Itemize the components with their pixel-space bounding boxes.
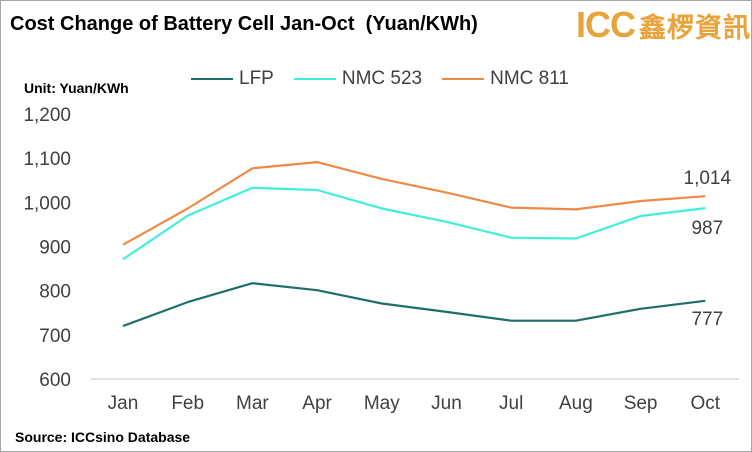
data-label: 987 [691, 218, 723, 239]
legend-label: NMC 811 [490, 68, 569, 89]
x-tick-label: Sep [624, 393, 658, 414]
x-tick-label: Jul [499, 393, 523, 414]
chart-title: Cost Change of Battery Cell Jan-Oct (Yua… [10, 13, 478, 35]
x-tick-label: May [364, 393, 400, 414]
legend-item: NMC 523 [293, 68, 423, 90]
x-tick-label: Jun [431, 393, 462, 414]
legend-swatch [191, 78, 233, 80]
y-tick-label: 1,100 [23, 149, 71, 170]
series-line-nmc-811 [122, 161, 706, 246]
x-tick-label: Feb [171, 393, 204, 414]
x-tick-label: Apr [302, 393, 332, 414]
y-tick-label: 800 [39, 282, 71, 303]
legend-label: NMC 523 [341, 68, 423, 89]
legend-swatch [293, 78, 336, 80]
x-tick-label: Aug [559, 393, 593, 414]
legend-swatch [442, 78, 485, 80]
series-line-lfp [122, 282, 706, 328]
data-label: 1,014 [684, 168, 732, 189]
icc-logo: ICC 鑫椤資訊 [576, 4, 751, 45]
logo-latin-text: ICC [576, 4, 636, 45]
legend-item: LFP [191, 68, 274, 90]
x-tick-label: Oct [691, 393, 721, 414]
y-tick-label: 900 [39, 238, 71, 259]
data-label: 777 [691, 309, 723, 330]
logo-cjk-text: 鑫椤資訊 [639, 12, 751, 44]
series-line-nmc-523 [122, 186, 706, 261]
unit-label: Unit: Yuan/KWh [24, 80, 129, 96]
series-lines [122, 161, 706, 328]
source-note: Source: ICCsino Database [15, 429, 191, 445]
legend-item: NMC 811 [442, 68, 569, 90]
chart-legend: LFP NMC 523 NMC 811 [191, 67, 589, 91]
data-labels: 1,014 987 777 [684, 168, 732, 330]
y-axis-ticks: 600 700 800 900 1,000 1,100 1,200 [23, 105, 71, 391]
y-tick-label: 1,200 [23, 105, 71, 126]
x-tick-label: Jan [108, 393, 139, 414]
y-tick-label: 1,000 [23, 193, 71, 214]
y-tick-label: 700 [39, 326, 71, 347]
y-tick-label: 600 [39, 370, 71, 391]
legend-label: LFP [239, 68, 274, 89]
x-axis-ticks: Jan Feb Mar Apr May Jun Jul Aug Sep Oct [108, 393, 721, 414]
x-tick-label: Mar [236, 393, 269, 414]
